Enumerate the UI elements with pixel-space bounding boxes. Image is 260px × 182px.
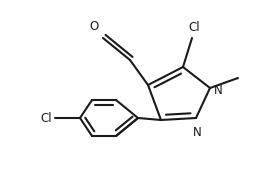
- Text: O: O: [90, 20, 99, 33]
- Text: Cl: Cl: [40, 112, 52, 126]
- Text: N: N: [193, 126, 202, 139]
- Text: N: N: [214, 84, 223, 98]
- Text: Cl: Cl: [188, 21, 200, 34]
